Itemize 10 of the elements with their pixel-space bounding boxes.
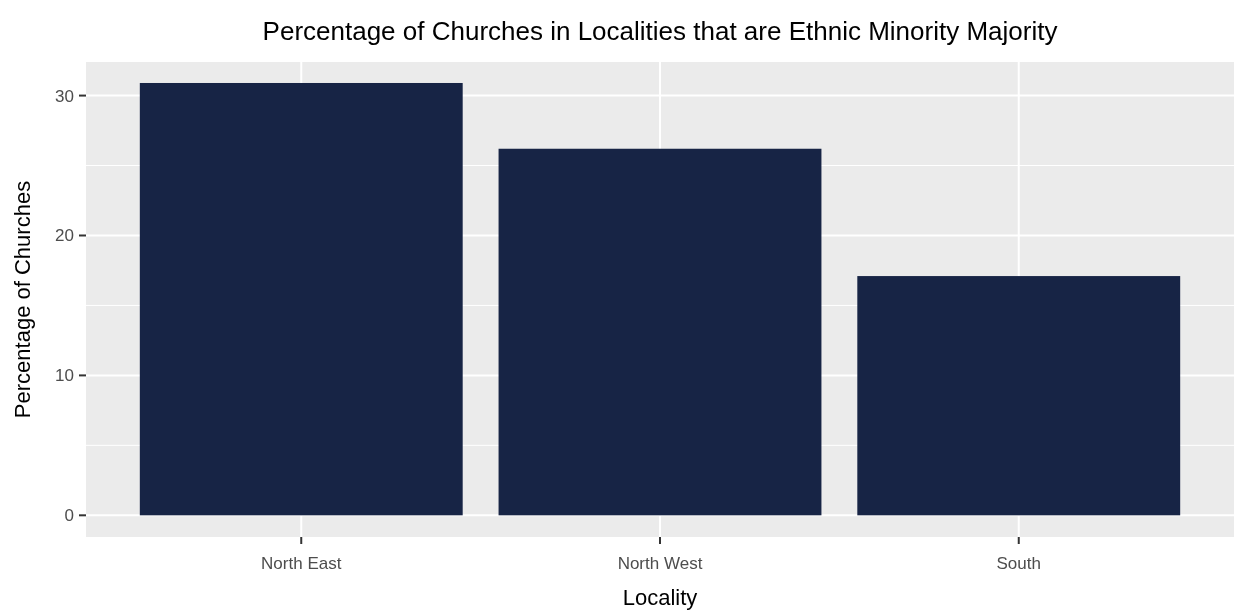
y-tick-label: 0 xyxy=(64,506,74,526)
x-tick-label: South xyxy=(996,554,1041,573)
x-axis-title: Locality xyxy=(622,585,698,610)
x-tick-label: North East xyxy=(261,554,342,573)
x-tick-label: North West xyxy=(617,554,703,573)
y-tick-label: 30 xyxy=(55,86,74,106)
y-tick-label: 10 xyxy=(55,366,74,386)
chart-title: Percentage of Churches in Localities that are Ethnic Minority Majority xyxy=(262,16,1058,46)
y-tick-label: 20 xyxy=(55,226,74,246)
y-axis-title: Percentage of Churches xyxy=(10,180,35,419)
